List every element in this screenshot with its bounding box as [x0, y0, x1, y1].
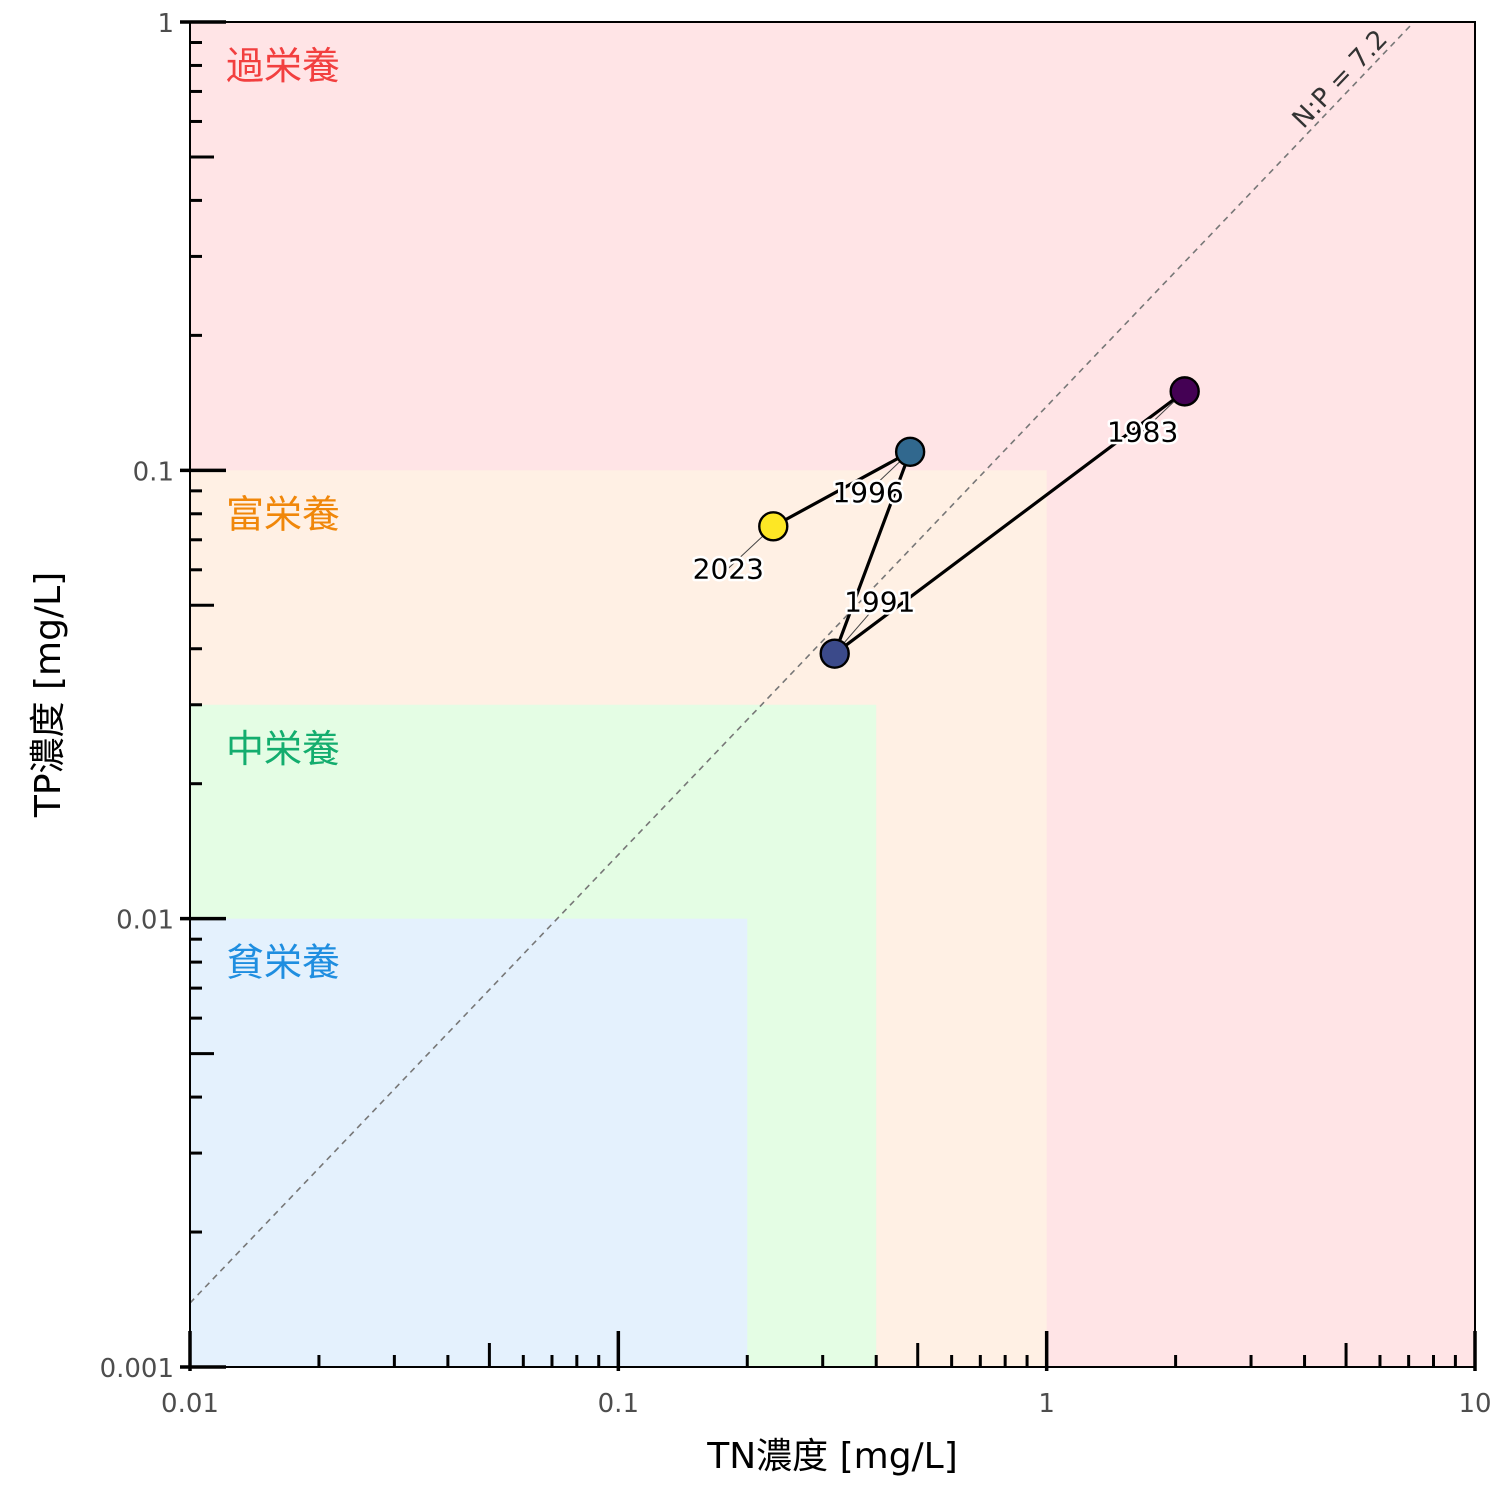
- np-ratio-line: [190, 22, 1415, 1304]
- x-tick-label: 1: [1038, 1389, 1055, 1419]
- x-tick-label: 10: [1458, 1389, 1491, 1419]
- x-tick-label: 0.01: [161, 1389, 219, 1419]
- zone-3-label: 中栄養: [226, 727, 340, 771]
- zone-2-label: 富栄養: [226, 492, 340, 536]
- point-1991: [819, 638, 850, 669]
- y-axis-title: TP濃度 [mg/L]: [28, 572, 69, 818]
- data-points: [758, 376, 1200, 669]
- point-2023: [758, 511, 789, 542]
- point-label-2023: 2023: [693, 552, 764, 585]
- y-tick-label: 1: [157, 9, 174, 39]
- point-label-1996: 1996: [832, 476, 903, 509]
- y-tick-label: 0.01: [116, 906, 174, 936]
- y-tick-label: 0.001: [100, 1354, 174, 1384]
- point-label-1983: 1983: [1107, 415, 1178, 448]
- plot-frame: [189, 21, 1476, 1368]
- point-1996: [894, 436, 926, 467]
- point-label-1991: 1991: [844, 586, 915, 619]
- np-ratio-reference: [190, 22, 1415, 1304]
- trajectory-line: [772, 390, 1186, 656]
- axes: [180, 20, 1477, 1371]
- point-1983: [1169, 376, 1200, 407]
- x-axis-title: TN濃度 [mg/L]: [706, 1436, 958, 1477]
- zone-4-label: 貧栄養: [226, 941, 340, 985]
- y-tick-label: 0.1: [133, 457, 174, 487]
- zone-4-area: [190, 918, 748, 1367]
- zone-1-label: 過栄養: [226, 44, 340, 88]
- x-tick-label: 0.1: [598, 1389, 639, 1419]
- trophic-zones: [190, 22, 1475, 1367]
